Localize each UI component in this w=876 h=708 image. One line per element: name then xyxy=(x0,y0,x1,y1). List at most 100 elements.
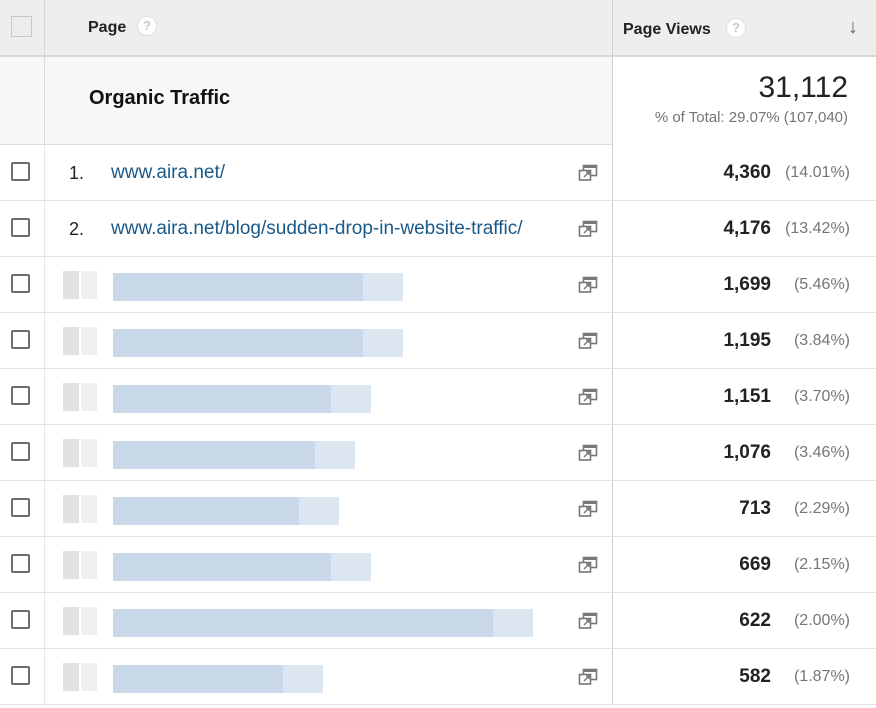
open-in-new-window-icon[interactable] xyxy=(578,444,598,462)
page-views-column-title: Page Views xyxy=(623,21,711,38)
page-views-value: 1,076 xyxy=(723,442,771,463)
page-views-percent: (2.15%) xyxy=(793,556,850,573)
total-page-views: 31,112 xyxy=(758,71,848,104)
row-checkbox-cell xyxy=(0,649,45,704)
page-views-percent: (3.46%) xyxy=(793,444,850,461)
table-row: 669 (2.15%) xyxy=(0,537,876,593)
open-in-new-window-icon[interactable] xyxy=(578,668,598,686)
row-page-views-cell: 1,699 (5.46%) xyxy=(613,257,876,312)
row-page-views-cell: 4,360 (14.01%) xyxy=(613,145,876,200)
row-checkbox-cell xyxy=(0,313,45,368)
row-page-cell xyxy=(45,369,613,424)
table-header: Page ? Page Views ? ↓ xyxy=(0,0,876,57)
segment-label: Organic Traffic xyxy=(89,87,231,109)
row-checkbox[interactable] xyxy=(11,554,30,573)
open-in-new-window-icon[interactable] xyxy=(578,500,598,518)
row-index: 1. xyxy=(69,163,85,183)
row-checkbox-cell xyxy=(0,145,45,200)
open-in-new-window-icon[interactable] xyxy=(578,164,598,182)
row-page-views-cell: 622 (2.00%) xyxy=(613,593,876,648)
row-page-views-cell: 669 (2.15%) xyxy=(613,537,876,592)
open-in-new-window-icon[interactable] xyxy=(578,276,598,294)
page-views-percent: (2.00%) xyxy=(793,612,850,629)
row-checkbox[interactable] xyxy=(11,610,30,629)
row-page-cell xyxy=(45,313,613,368)
page-views-percent: (3.84%) xyxy=(793,332,850,349)
segment-summary-row: Organic Traffic 31,112 % of Total: 29.07… xyxy=(0,57,876,145)
table-row: 1,151 (3.70%) xyxy=(0,369,876,425)
table-row: 1,076 (3.46%) xyxy=(0,425,876,481)
table-row: 1,195 (3.84%) xyxy=(0,313,876,369)
row-checkbox[interactable] xyxy=(11,386,30,405)
page-views-value: 622 xyxy=(739,610,771,631)
page-views-percent: (13.42%) xyxy=(785,220,850,237)
open-in-new-window-icon[interactable] xyxy=(578,556,598,574)
row-page-cell xyxy=(45,425,613,480)
row-index: 2. xyxy=(69,219,85,239)
page-views-value: 713 xyxy=(739,498,771,519)
page-views-value: 4,360 xyxy=(723,162,771,183)
header-checkbox-cell xyxy=(0,0,45,57)
row-checkbox-cell xyxy=(0,481,45,536)
page-views-value: 1,151 xyxy=(723,386,771,407)
page-column-title: Page xyxy=(88,19,127,36)
row-checkbox[interactable] xyxy=(11,162,30,181)
row-page-views-cell: 1,076 (3.46%) xyxy=(613,425,876,480)
open-in-new-window-icon[interactable] xyxy=(578,332,598,350)
page-views-percent: (3.70%) xyxy=(793,388,850,405)
open-in-new-window-icon[interactable] xyxy=(578,220,598,238)
sort-descending-icon[interactable]: ↓ xyxy=(848,16,858,38)
row-page-cell: 2. www.aira.net/blog/sudden-drop-in-webs… xyxy=(45,201,613,256)
summary-checkbox-cell xyxy=(0,57,45,145)
page-path-link[interactable]: www.aira.net/ xyxy=(111,162,226,183)
row-checkbox-cell xyxy=(0,593,45,648)
table-row: 1. www.aira.net/ 4,360 (14.01%) xyxy=(0,145,876,201)
page-views-percent: (2.29%) xyxy=(793,500,850,517)
row-page-cell xyxy=(45,593,613,648)
table-row: 1,699 (5.46%) xyxy=(0,257,876,313)
open-in-new-window-icon[interactable] xyxy=(578,612,598,630)
summary-page-views-cell: 31,112 % of Total: 29.07% (107,040) xyxy=(613,57,876,145)
row-page-views-cell: 582 (1.87%) xyxy=(613,649,876,704)
row-page-cell xyxy=(45,649,613,704)
row-page-views-cell: 4,176 (13.42%) xyxy=(613,201,876,256)
row-page-cell xyxy=(45,481,613,536)
summary-page-cell: Organic Traffic xyxy=(45,57,613,145)
row-checkbox[interactable] xyxy=(11,666,30,685)
help-icon[interactable]: ? xyxy=(137,16,157,36)
row-checkbox-cell xyxy=(0,369,45,424)
help-icon[interactable]: ? xyxy=(726,18,746,38)
page-views-percent: (14.01%) xyxy=(785,164,850,181)
table-row: 622 (2.00%) xyxy=(0,593,876,649)
row-page-cell xyxy=(45,257,613,312)
row-checkbox[interactable] xyxy=(11,442,30,461)
header-page-column[interactable]: Page ? xyxy=(45,0,613,57)
row-checkbox[interactable] xyxy=(11,498,30,517)
page-views-percent: (1.87%) xyxy=(793,668,850,685)
page-views-value: 4,176 xyxy=(723,218,771,239)
row-checkbox[interactable] xyxy=(11,218,30,237)
row-page-views-cell: 713 (2.29%) xyxy=(613,481,876,536)
percent-of-total: % of Total: 29.07% (107,040) xyxy=(654,109,848,126)
row-checkbox-cell xyxy=(0,425,45,480)
row-checkbox-cell xyxy=(0,537,45,592)
open-in-new-window-icon[interactable] xyxy=(578,388,598,406)
page-views-value: 582 xyxy=(739,666,771,687)
page-views-value: 669 xyxy=(739,554,771,575)
select-all-checkbox[interactable] xyxy=(11,16,32,37)
row-page-cell: 1. www.aira.net/ xyxy=(45,145,613,200)
row-page-cell xyxy=(45,537,613,592)
row-page-views-cell: 1,151 (3.70%) xyxy=(613,369,876,424)
page-views-percent: (5.46%) xyxy=(793,276,850,293)
table-row: 582 (1.87%) xyxy=(0,649,876,705)
header-page-views-column[interactable]: Page Views ? ↓ xyxy=(613,0,876,57)
page-path-link[interactable]: www.aira.net/blog/sudden-drop-in-website… xyxy=(111,218,523,239)
row-checkbox[interactable] xyxy=(11,330,30,349)
row-checkbox-cell xyxy=(0,257,45,312)
row-checkbox-cell xyxy=(0,201,45,256)
table-row: 713 (2.29%) xyxy=(0,481,876,537)
page-views-value: 1,699 xyxy=(723,274,771,295)
row-checkbox[interactable] xyxy=(11,274,30,293)
page-views-value: 1,195 xyxy=(723,330,771,351)
